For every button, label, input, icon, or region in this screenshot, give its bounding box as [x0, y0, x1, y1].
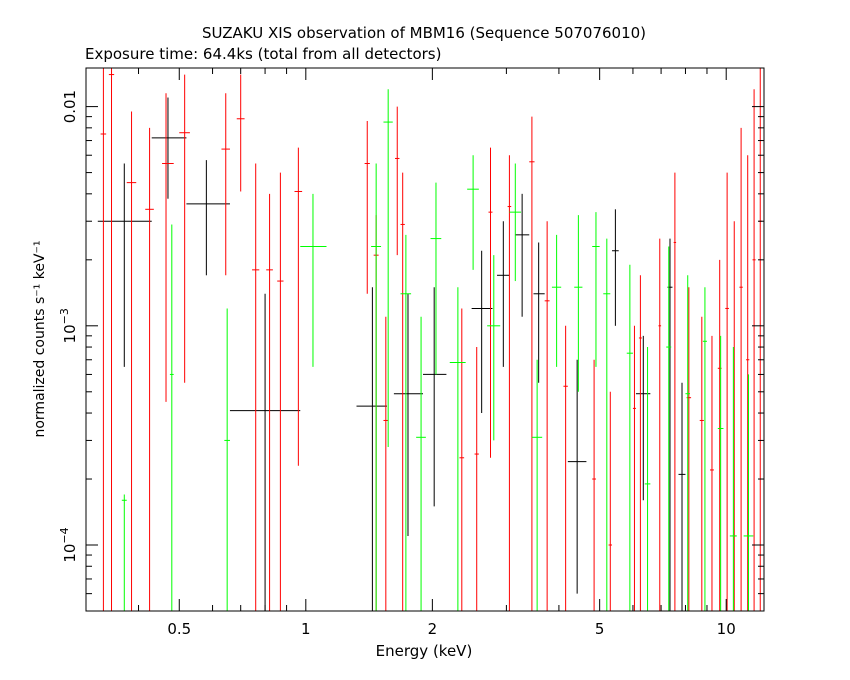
series-1 — [100, 68, 762, 611]
data-point — [229, 293, 301, 611]
data-point — [658, 238, 662, 611]
y-tick-label: 0.01 — [61, 90, 79, 123]
data-point — [507, 155, 512, 611]
data-point — [515, 193, 530, 317]
data-point — [100, 68, 107, 611]
data-point — [725, 172, 729, 611]
data-point — [224, 308, 230, 611]
data-point — [449, 287, 466, 611]
x-tick-label: 2 — [428, 620, 438, 638]
data-point — [644, 347, 651, 611]
data-point — [612, 209, 619, 326]
data-point — [371, 163, 382, 611]
data-point — [294, 147, 303, 466]
data-point — [685, 275, 690, 611]
data-point — [709, 335, 714, 611]
data-point — [416, 316, 426, 611]
data-point — [531, 359, 543, 611]
data-point — [487, 255, 501, 441]
x-tick-label: 0.5 — [167, 620, 191, 638]
series-2 — [121, 89, 754, 611]
y-tick-label: 10−4 — [58, 527, 79, 562]
data-point — [422, 287, 447, 507]
data-point — [252, 163, 260, 611]
chart-title: SUZAKU XIS observation of MBM16 (Sequenc… — [202, 24, 646, 42]
data-point — [758, 68, 762, 611]
data-point — [151, 97, 187, 199]
data-point — [356, 287, 388, 611]
chart-subtitle: Exposure time: 64.4ks (total from all de… — [85, 45, 441, 63]
data-point — [186, 160, 230, 276]
data-point — [743, 374, 754, 611]
y-axis-label: normalized counts s⁻¹ keV⁻¹ — [32, 240, 48, 437]
data-point — [236, 74, 245, 192]
data-point — [699, 316, 704, 611]
data-point — [563, 325, 568, 611]
data-point — [635, 335, 651, 501]
axis-layer: 0.5 1 2 5 10 0.01 10−3 10−4 — [58, 68, 764, 638]
data-point — [638, 275, 642, 611]
data-point — [179, 74, 190, 383]
data-point — [678, 382, 686, 611]
data-point — [221, 93, 230, 276]
data-point — [739, 127, 743, 611]
data-point — [471, 250, 493, 414]
data-point — [729, 347, 737, 611]
data-point — [395, 106, 400, 256]
data-point — [574, 215, 583, 392]
x-tick-label: 1 — [301, 620, 311, 638]
data-point — [430, 182, 442, 375]
data-point — [126, 111, 137, 611]
data-point — [488, 147, 493, 458]
data-point — [533, 242, 545, 383]
data-point — [752, 89, 756, 611]
data-point — [400, 172, 405, 611]
series-0 — [97, 97, 686, 611]
plot-frame — [85, 67, 765, 612]
data-point — [608, 391, 613, 611]
data-point — [467, 155, 479, 270]
data-point — [746, 155, 750, 611]
data-point — [266, 193, 273, 611]
data-point — [169, 224, 174, 611]
data-point — [717, 335, 724, 611]
x-tick-label: 10 — [717, 620, 736, 638]
data-point — [364, 120, 370, 294]
data-point — [145, 127, 154, 611]
data-point — [702, 287, 707, 611]
data-point — [459, 308, 465, 611]
data-point — [592, 212, 600, 367]
data-point — [474, 347, 479, 611]
data-point — [383, 316, 389, 611]
data-point — [544, 221, 550, 611]
data-point — [300, 193, 327, 367]
data-point — [529, 116, 535, 611]
data-point — [567, 359, 587, 594]
data-point — [626, 264, 633, 611]
data-point — [673, 172, 677, 611]
data-point — [277, 172, 284, 611]
data-layer — [97, 68, 762, 611]
data-point — [666, 246, 672, 611]
data-point — [393, 293, 423, 536]
data-point — [603, 238, 611, 611]
data-point — [400, 234, 412, 611]
data-point — [592, 359, 596, 611]
data-point — [108, 68, 115, 611]
x-tick-label: 5 — [595, 620, 605, 638]
data-point — [162, 93, 174, 402]
data-point — [383, 89, 393, 447]
data-point — [551, 234, 562, 367]
x-axis-label: Energy (keV) — [376, 642, 473, 660]
data-point — [632, 325, 636, 611]
data-point — [497, 221, 510, 367]
data-point — [97, 163, 152, 367]
data-point — [667, 238, 673, 611]
data-point — [121, 494, 127, 611]
y-tick-label: 10−3 — [58, 308, 79, 343]
data-point — [509, 163, 522, 282]
